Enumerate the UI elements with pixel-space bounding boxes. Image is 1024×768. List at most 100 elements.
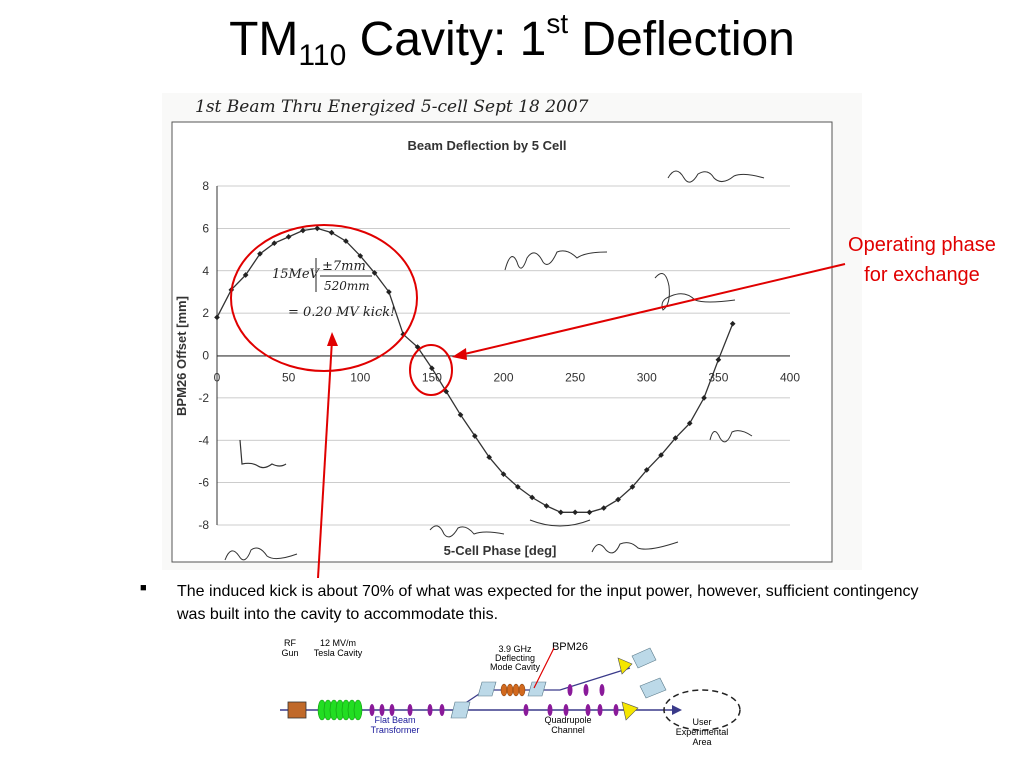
x-tick-label: 0: [214, 371, 221, 385]
y-tick-label: -8: [198, 518, 209, 532]
y-axis-label: BPM26 Offset [mm]: [174, 296, 189, 416]
data-point: [643, 467, 650, 473]
data-point: [357, 253, 364, 259]
deflecting-cavity: [500, 683, 526, 697]
data-point: [672, 435, 679, 441]
x-tick-label: 200: [493, 371, 513, 385]
kick-note-result: = 0.20 MV kick!: [288, 305, 395, 320]
user-label-2: Experimental: [676, 727, 729, 737]
data-point: [629, 484, 636, 490]
x-axis-label: 5-Cell Phase [deg]: [444, 543, 557, 558]
signature-left: [239, 439, 287, 469]
rf-gun-label-1: RF: [284, 638, 296, 648]
flat-beam-label-2: Transformer: [371, 725, 420, 735]
kick-arrow: [317, 339, 333, 579]
data-point: [271, 240, 278, 247]
data-point: [715, 356, 722, 363]
signature-right: [654, 273, 736, 311]
signature-bottom-mid: [429, 525, 505, 538]
chart-frame: [171, 121, 833, 563]
bullet-text: The induced kick is about 70% of what wa…: [177, 583, 919, 623]
rf-gun-label-2: Gun: [281, 648, 298, 658]
y-tick-labels: 8 6 4 2 0 -2 -4 -6 -8: [198, 179, 209, 532]
data-point: [328, 229, 335, 236]
y-tick-label: -4: [198, 433, 209, 447]
data-point: [242, 272, 249, 278]
x-tick-label: 300: [637, 371, 657, 385]
data-point: [257, 250, 263, 257]
user-label-1: User: [692, 717, 711, 727]
kick-note-7mm: ±7mm: [322, 259, 366, 274]
data-point: [314, 225, 321, 232]
data-point: [658, 452, 664, 458]
data-point: [500, 471, 507, 477]
slide-title: TM110 Cavity: 1st Deflection: [229, 8, 795, 72]
data-point: [543, 503, 550, 509]
scan-header-note: 1st Beam Thru Energized 5-cell Sept 18 2…: [195, 97, 589, 117]
data-point: [371, 270, 378, 276]
data-point: [429, 365, 435, 372]
data-point: [386, 289, 392, 295]
kick-note: 15MeV ±7mm 520mm = 0.20 MV kick!: [272, 258, 395, 320]
signature-top-right: [667, 170, 765, 183]
deflecting-label-2: Deflecting: [495, 653, 535, 663]
bullet-square-icon: ■: [140, 582, 147, 594]
tesla-cavity: [317, 699, 363, 721]
deflecting-label-1: 3.9 GHz: [498, 644, 532, 654]
rf-gun: [287, 701, 307, 719]
x-tick-label: 150: [422, 371, 442, 385]
data-point: [486, 454, 493, 461]
yellow-magnets: [617, 657, 639, 721]
signature-bottom-right: [591, 541, 679, 554]
beam-arrowhead: [672, 705, 682, 715]
chart-title: Beam Deflection by 5 Cell: [408, 138, 567, 153]
data-point: [701, 395, 707, 401]
data-point: [615, 496, 621, 503]
data-point: [514, 484, 521, 490]
deflecting-label-3: Mode Cavity: [490, 662, 541, 672]
user-label-3: Area: [692, 737, 711, 747]
user-area-ellipse: [663, 689, 741, 731]
flat-beam-label-1: Flat Beam: [374, 715, 415, 725]
quadrupoles: [369, 684, 619, 716]
tesla-label-1: 12 MV/m: [320, 638, 356, 648]
data-point: [300, 227, 306, 234]
callout-arrowhead: [452, 348, 467, 360]
y-tick-label: 8: [202, 179, 209, 193]
y-tick-label: 2: [202, 306, 209, 320]
x-tick-label: 250: [565, 371, 585, 385]
data-point: [729, 320, 736, 327]
data-point: [343, 238, 349, 244]
x-tick-labels: 0 50 100 150 200 250 300 350 400: [214, 371, 801, 385]
data-point: [472, 433, 478, 439]
bpm26-label: BPM26: [552, 641, 588, 653]
x-tick-label: 100: [350, 371, 370, 385]
quad-label-2: Channel: [551, 725, 585, 735]
operating-point-circle: [409, 344, 453, 396]
signature-bottom-left: [224, 547, 298, 561]
kick-note-15mev: 15MeV: [272, 267, 321, 282]
callout-arrow: [455, 263, 846, 357]
signature-right-low: [709, 430, 753, 443]
y-tick-label: 0: [202, 349, 209, 363]
kick-highlight-circle: [230, 224, 418, 372]
dipoles: [450, 647, 667, 719]
data-point: [529, 494, 535, 501]
data-point: [686, 420, 693, 427]
trough-scribble: [529, 519, 591, 527]
x-tick-label: 400: [780, 371, 800, 385]
deflection-chart: 1st Beam Thru Energized 5-cell Sept 18 2…: [171, 97, 846, 579]
x-tick-label: 50: [282, 371, 296, 385]
kick-arrowhead: [327, 332, 338, 346]
y-tick-label: 4: [202, 264, 209, 278]
kick-note-520mm: 520mm: [324, 279, 370, 293]
data-point: [285, 234, 292, 240]
data-point: [457, 411, 464, 418]
y-tick-label: -2: [198, 391, 209, 405]
y-tick-label: -6: [198, 476, 209, 490]
data-point: [214, 314, 220, 321]
beamline-schematic: RF Gun 12 MV/m Tesla Cavity 3.9 GHz Defl…: [280, 638, 741, 747]
operating-phase-callout: Operating phase for exchange: [848, 234, 996, 286]
tesla-label-2: Tesla Cavity: [314, 648, 363, 658]
quad-label-1: Quadrupole: [544, 715, 591, 725]
